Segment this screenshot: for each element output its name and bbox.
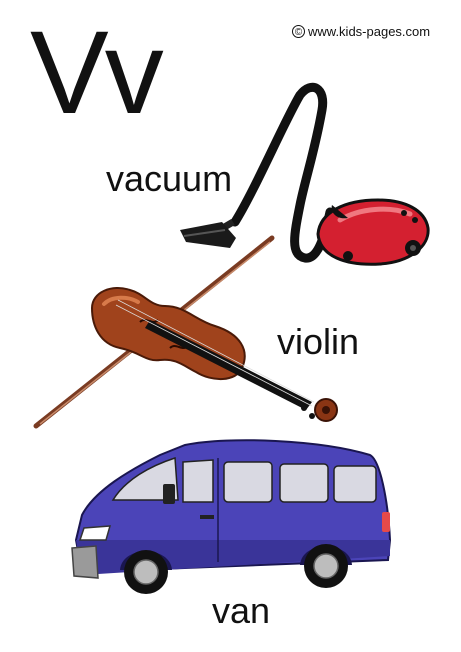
van-door-handle: [200, 515, 214, 519]
word-violin: violin: [277, 321, 360, 362]
van-door-window: [182, 459, 214, 503]
vacuum-wheel-hub: [410, 245, 416, 251]
violin-shine: [102, 295, 140, 306]
violin-scroll-center: [322, 406, 330, 414]
violin-peg: [301, 405, 307, 411]
vacuum-button: [401, 210, 407, 216]
vacuum-nozzle: [180, 222, 236, 248]
vacuum-button: [412, 217, 418, 223]
alphabet-letter: Vv: [30, 7, 164, 139]
van-mirror: [163, 484, 175, 504]
copyright-text: www.kids-pages.com: [308, 24, 431, 39]
copyright-notice: © www.kids-pages.com: [292, 24, 430, 39]
violin-illustration: [33, 235, 338, 429]
van-tail-light: [382, 512, 390, 532]
vacuum-illustration: [180, 82, 430, 266]
van-windshield: [111, 456, 179, 501]
van-rear-wheel-hub: [313, 553, 339, 579]
van-headlight: [78, 525, 112, 541]
vacuum-hose: [230, 82, 335, 263]
van-front-bumper: [71, 545, 99, 579]
van-front-wheel-hub: [133, 559, 159, 585]
violin-string: [117, 299, 315, 403]
van-side-window: [223, 461, 273, 503]
violin-peg: [309, 413, 315, 419]
word-van: van: [212, 590, 271, 631]
van-illustration: [71, 439, 392, 594]
vacuum-nozzle-highlight: [183, 229, 226, 237]
violin-fingerboard: [145, 320, 312, 410]
copyright-icon: ©: [292, 25, 305, 38]
vacuum-hose-joint: [331, 205, 348, 219]
vacuum-wheel: [343, 251, 353, 261]
violin-f-hole: [139, 319, 159, 323]
van-side-window: [279, 463, 329, 503]
van-side-window: [333, 465, 377, 503]
violin-string: [115, 304, 313, 407]
word-vacuum: vacuum: [106, 158, 233, 199]
